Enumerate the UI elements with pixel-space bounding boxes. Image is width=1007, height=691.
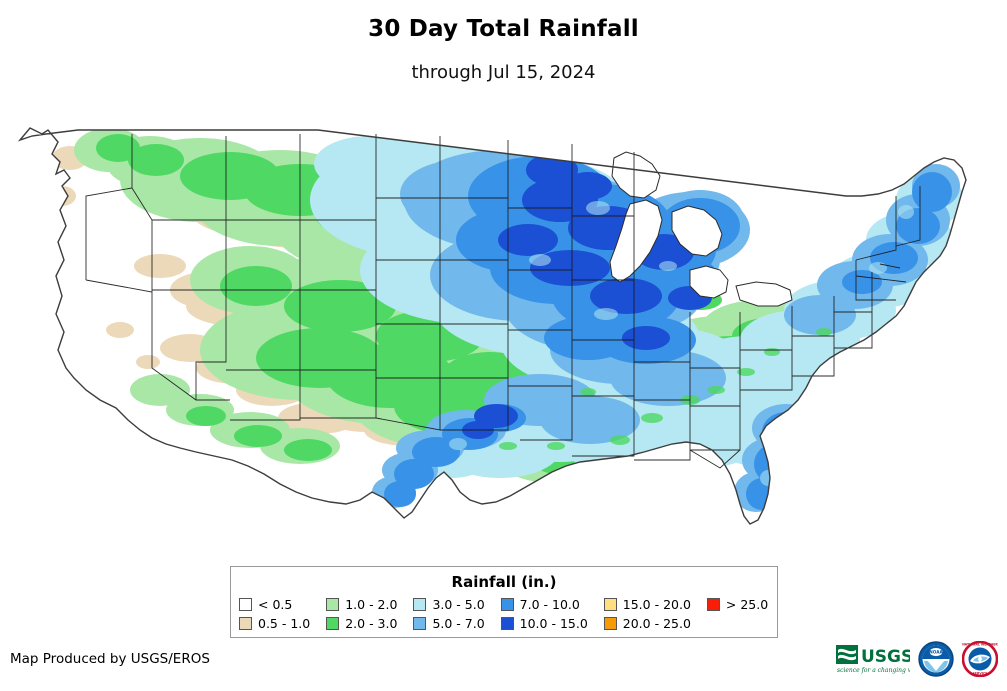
- legend-columns: < 0.5 0.5 - 1.0 1.0 - 2.0 2.0 - 3.0 3.0 - 5.…: [231, 596, 777, 631]
- legend-column-4: 15.0 - 20.0 20.0 - 25.0: [603, 596, 691, 631]
- usgs-logo[interactable]: USGS science for a changing world: [836, 642, 910, 676]
- legend-label: 10.0 - 15.0: [519, 615, 588, 631]
- legend-item[interactable]: 3.0 - 5.0: [413, 596, 485, 612]
- legend-label: 3.0 - 5.0: [432, 596, 485, 612]
- noaa-logo[interactable]: NOAA: [918, 641, 954, 677]
- legend-swatch-icon: [706, 597, 720, 611]
- legend-item[interactable]: 20.0 - 25.0: [603, 615, 691, 631]
- precip-texture-green-speckle: [499, 328, 832, 450]
- legend-item[interactable]: 5.0 - 7.0: [413, 615, 485, 631]
- svg-text:USGS: USGS: [861, 647, 910, 667]
- legend-swatch-icon: [603, 597, 617, 611]
- agency-logos: USGS science for a changing world NOAA N…: [836, 634, 998, 684]
- svg-text:science for a changing world: science for a changing world: [837, 667, 910, 674]
- legend-column-5: > 25.0: [706, 596, 769, 631]
- legend-item[interactable]: 0.5 - 1.0: [239, 615, 310, 631]
- legend-column-0: < 0.5 0.5 - 1.0: [239, 596, 310, 631]
- legend-title: Rainfall (in.): [451, 573, 557, 591]
- legend-item[interactable]: 15.0 - 20.0: [603, 596, 691, 612]
- page-subtitle: through Jul 15, 2024: [411, 62, 596, 83]
- legend-label: 2.0 - 3.0: [345, 615, 398, 631]
- legend-swatch-icon: [239, 616, 252, 630]
- legend-label: 1.0 - 2.0: [345, 596, 398, 612]
- legend-item[interactable]: 1.0 - 2.0: [326, 596, 397, 612]
- map-svg: [17, 127, 967, 525]
- legend-item[interactable]: 7.0 - 10.0: [500, 596, 588, 612]
- legend-label: 0.5 - 1.0: [258, 615, 311, 631]
- map-credit: Map Produced by USGS/EROS: [10, 651, 210, 667]
- legend-column-1: 1.0 - 2.0 2.0 - 3.0: [326, 596, 397, 631]
- legend-column-3: 7.0 - 10.0 10.0 - 15.0: [500, 596, 588, 631]
- legend-label: 5.0 - 7.0: [432, 615, 485, 631]
- legend-label: < 0.5: [258, 596, 293, 612]
- legend-item[interactable]: > 25.0: [706, 596, 769, 612]
- legend-label: 7.0 - 10.0: [519, 596, 580, 612]
- svg-text:NOAA: NOAA: [929, 650, 943, 655]
- svg-text:SERVICE: SERVICE: [973, 671, 988, 675]
- legend-swatch-icon: [500, 597, 514, 611]
- legend-swatch-icon: [326, 597, 340, 611]
- legend-label: 20.0 - 25.0: [622, 615, 691, 631]
- legend-swatch-icon: [326, 616, 340, 630]
- precip-raster: [20, 128, 966, 524]
- legend-item[interactable]: 10.0 - 15.0: [500, 615, 588, 631]
- state-boundaries: [85, 134, 921, 469]
- nws-logo[interactable]: NATIONAL WEATHER SERVICE: [962, 641, 998, 677]
- legend-swatch-icon: [413, 597, 427, 611]
- legend-item[interactable]: 2.0 - 3.0: [326, 615, 397, 631]
- legend-label: 15.0 - 20.0: [622, 596, 691, 612]
- page-title: 30 Day Total Rainfall: [368, 16, 639, 42]
- legend-swatch-icon: [603, 616, 617, 630]
- great-lakes: [609, 151, 793, 307]
- legend-label: > 25.0: [725, 596, 769, 612]
- legend-item[interactable]: < 0.5: [239, 596, 310, 612]
- legend-swatch-icon: [413, 616, 427, 630]
- legend-swatch-icon: [239, 597, 252, 611]
- legend-swatch-icon: [500, 616, 514, 630]
- svg-text:NATIONAL WEATHER: NATIONAL WEATHER: [962, 643, 998, 647]
- rainfall-map: [0, 100, 1007, 550]
- legend-box: Rainfall (in.) < 0.5 0.5 - 1.0 1.0 - 2.0 2.…: [230, 566, 778, 638]
- legend-column-2: 3.0 - 5.0 5.0 - 7.0: [413, 596, 485, 631]
- conus-outline: [17, 127, 967, 525]
